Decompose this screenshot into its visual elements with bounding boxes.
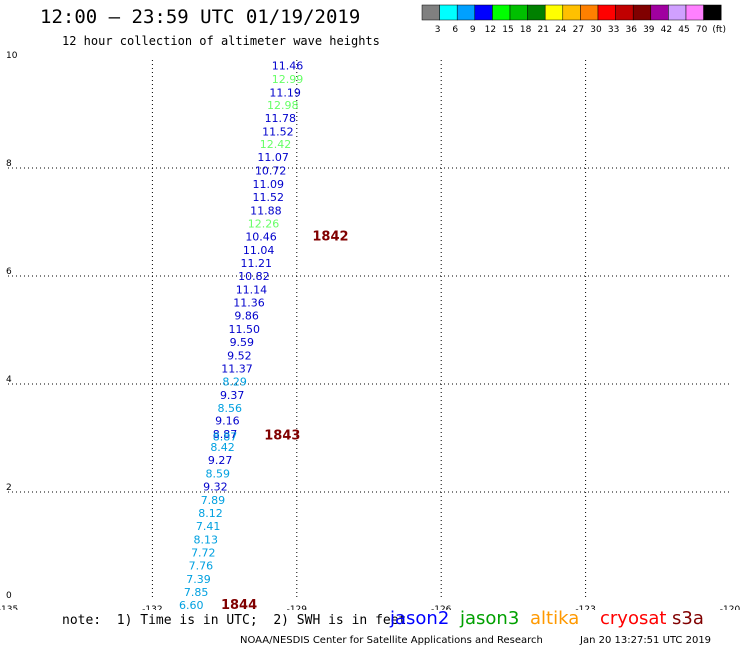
colorbar-label: 21 xyxy=(537,25,548,35)
x-tick-label: -126 xyxy=(431,605,452,610)
wave-height-label: 8.29 xyxy=(222,375,247,388)
y-tick-label: 4 xyxy=(6,375,12,385)
wave-height-label: 11.50 xyxy=(228,323,260,336)
wave-height-label: 12.98 xyxy=(267,99,299,112)
wave-height-label: 8.87 xyxy=(213,428,238,441)
plot-area: -135-132-129-126-123-120024681011.4612.9… xyxy=(0,51,740,610)
colorbar-swatch xyxy=(703,4,722,21)
wave-height-label: 11.36 xyxy=(233,296,265,309)
footer-note: note: 1) Time is in UTC; 2) SWH is in fe… xyxy=(62,613,407,628)
pass-number-label: 1844 xyxy=(221,598,257,610)
mission-altika: altika xyxy=(530,608,580,629)
x-tick-label: -132 xyxy=(142,605,162,610)
wave-height-label: 11.78 xyxy=(265,112,297,125)
wave-height-label: 9.32 xyxy=(203,481,228,494)
wave-height-label: 11.52 xyxy=(262,125,294,138)
colorbar-label: 70 xyxy=(696,25,708,35)
wave-height-label: 11.88 xyxy=(250,205,282,218)
colorbar-label: 6 xyxy=(452,25,458,35)
colorbar-label: 27 xyxy=(573,25,584,35)
colorbar-label: (ft) xyxy=(712,25,726,35)
pass-number-label: 1843 xyxy=(264,428,300,443)
wave-height-label: 8.87 xyxy=(213,430,238,443)
y-tick-label: 0 xyxy=(6,591,12,601)
y-tick-label: 10 xyxy=(6,51,18,61)
colorbar-label: 45 xyxy=(678,25,689,35)
wave-height-label: 9.27 xyxy=(208,454,233,467)
wave-height-label: 11.37 xyxy=(221,362,253,375)
chart-subtitle: 12 hour collection of altimeter wave hei… xyxy=(62,34,380,48)
wave-height-label: 7.85 xyxy=(184,586,209,599)
wave-height-label: 8.56 xyxy=(218,402,243,415)
colorbar-label: 3 xyxy=(435,25,441,35)
wave-height-label: 11.04 xyxy=(243,244,275,257)
colorbar-label: 24 xyxy=(555,25,567,35)
wave-height-label: 11.07 xyxy=(257,151,289,164)
wave-height-label: 6.60 xyxy=(179,599,204,610)
wave-height-label: 11.52 xyxy=(253,191,285,204)
x-tick-label: -135 xyxy=(0,605,18,610)
wave-height-label: 12.26 xyxy=(248,218,280,231)
wave-height-label: 9.52 xyxy=(227,349,252,362)
colorbar-label: 36 xyxy=(625,25,637,35)
wave-height-label: 7.39 xyxy=(186,573,211,586)
wave-height-label: 10.46 xyxy=(245,231,277,244)
colorbar-label: 15 xyxy=(502,25,513,35)
wave-height-label: 12.42 xyxy=(260,138,292,151)
mission-s3a: s3a xyxy=(672,608,704,629)
wave-height-label: 8.42 xyxy=(210,441,235,454)
colorbar-label: 33 xyxy=(608,25,619,35)
wave-height-label: 9.59 xyxy=(230,336,255,349)
mission-jason3: jason3 xyxy=(460,608,520,629)
wave-height-label: 11.46 xyxy=(272,59,304,72)
colorbar-label: 9 xyxy=(470,25,476,35)
wave-height-label: 7.89 xyxy=(201,494,226,507)
wave-height-label: 8.12 xyxy=(198,507,223,520)
mission-jason2: jason2 xyxy=(390,608,450,629)
colorbar-label: 30 xyxy=(590,25,602,35)
chart-title: 12:00 – 23:59 UTC 01/19/2019 xyxy=(40,6,361,28)
x-tick-label: -120 xyxy=(720,605,740,610)
wave-height-label: 12.99 xyxy=(272,73,304,86)
wave-height-label: 8.13 xyxy=(193,534,218,547)
colorbar-label: 39 xyxy=(643,25,655,35)
y-tick-label: 2 xyxy=(6,483,12,493)
wave-height-label: 11.19 xyxy=(269,86,301,99)
wave-height-label: 10.82 xyxy=(238,270,270,283)
x-tick-label: -129 xyxy=(287,605,308,610)
wave-height-label: 7.41 xyxy=(196,520,221,533)
wave-height-label: 9.16 xyxy=(215,415,240,428)
color-legend: 3 6 9 12 15 18 21 24 27 30 33 36 39 42 45 70 (ft) xyxy=(421,4,726,35)
colorbar-label: 12 xyxy=(485,25,496,35)
footer-organization: NOAA/NESDIS Center for Satellite Applica… xyxy=(240,635,543,646)
wave-height-label: 7.76 xyxy=(189,559,214,572)
x-tick-label: -123 xyxy=(575,605,595,610)
colorbar-label: 42 xyxy=(661,25,672,35)
footer-timestamp: Jan 20 13:27:51 UTC 2019 xyxy=(580,635,712,646)
pass-number-label: 1842 xyxy=(312,230,348,245)
mission-cryosat: cryosat xyxy=(600,608,667,629)
wave-height-label: 11.09 xyxy=(253,178,285,191)
y-tick-label: 8 xyxy=(6,159,12,169)
wave-height-label: 11.14 xyxy=(236,284,268,297)
wave-height-label: 9.86 xyxy=(234,309,259,322)
wave-height-label: 9.37 xyxy=(220,389,245,402)
colorbar-label: 18 xyxy=(520,25,532,35)
y-tick-label: 6 xyxy=(6,267,12,277)
wave-height-label: 11.21 xyxy=(241,257,273,270)
wave-height-label: 10.72 xyxy=(255,165,287,178)
wave-height-label: 7.72 xyxy=(191,546,216,559)
wave-height-label: 8.59 xyxy=(206,468,231,481)
